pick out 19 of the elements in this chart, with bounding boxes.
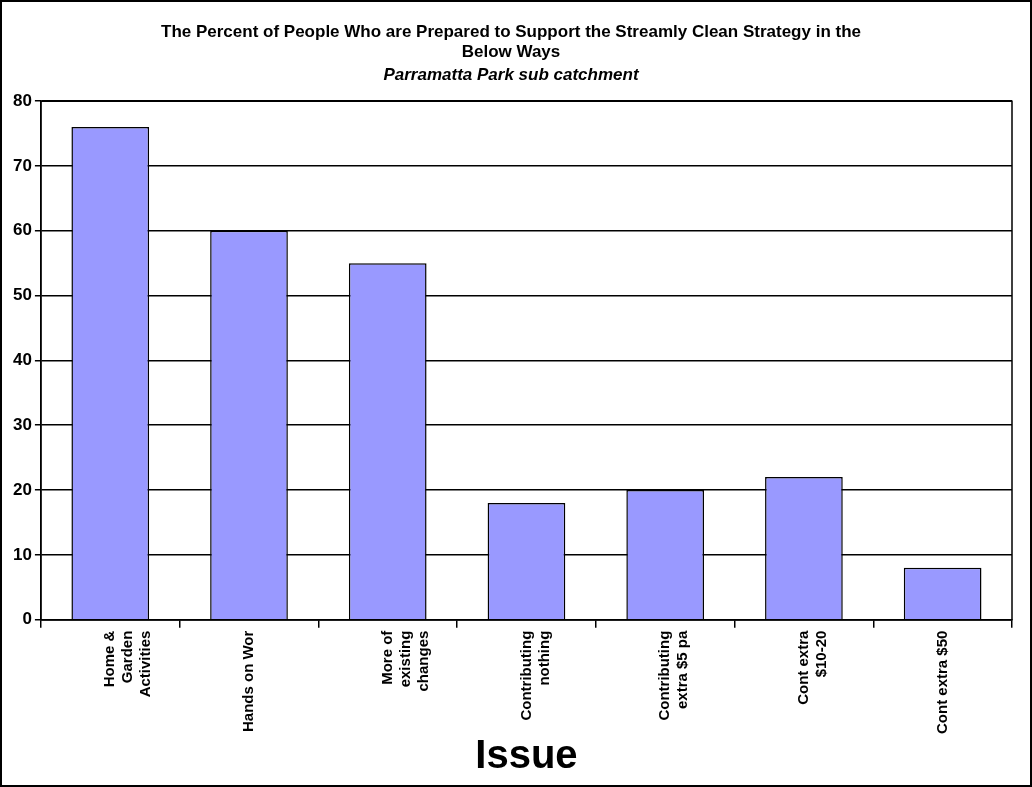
x-tick-label: Cont extra $50: [932, 630, 950, 734]
x-axis-title: Issue: [475, 732, 578, 777]
x-tick-label: Home & Garden Activities: [100, 630, 154, 698]
x-tick-label: Contributing extra $5 pa: [655, 629, 691, 721]
x-tick-label: Hands on Wor: [239, 630, 257, 733]
chart-title: The Percent of People Who are Prepared to Support the Streamly Clean Strategy in the Below Ways: [161, 21, 861, 62]
y-tick-label: 20: [12, 479, 32, 499]
x-tick-label: More of existing changes: [377, 629, 431, 692]
x-tick-label: Contributing nothing: [516, 630, 552, 721]
x-tick-label: Cont extra $10-20: [794, 629, 830, 705]
y-tick-label: 10: [12, 544, 32, 564]
y-tick-label: 40: [12, 350, 32, 370]
y-tick-label: 60: [12, 220, 32, 240]
y-tick-label: 70: [12, 155, 32, 175]
y-tick-label: 30: [12, 414, 32, 434]
chart-subtitle: Parramatta Park sub catchment: [383, 64, 640, 84]
y-tick-label: 50: [12, 285, 32, 305]
y-tick-label: 80: [12, 90, 32, 110]
y-tick-label: 0: [22, 609, 32, 629]
